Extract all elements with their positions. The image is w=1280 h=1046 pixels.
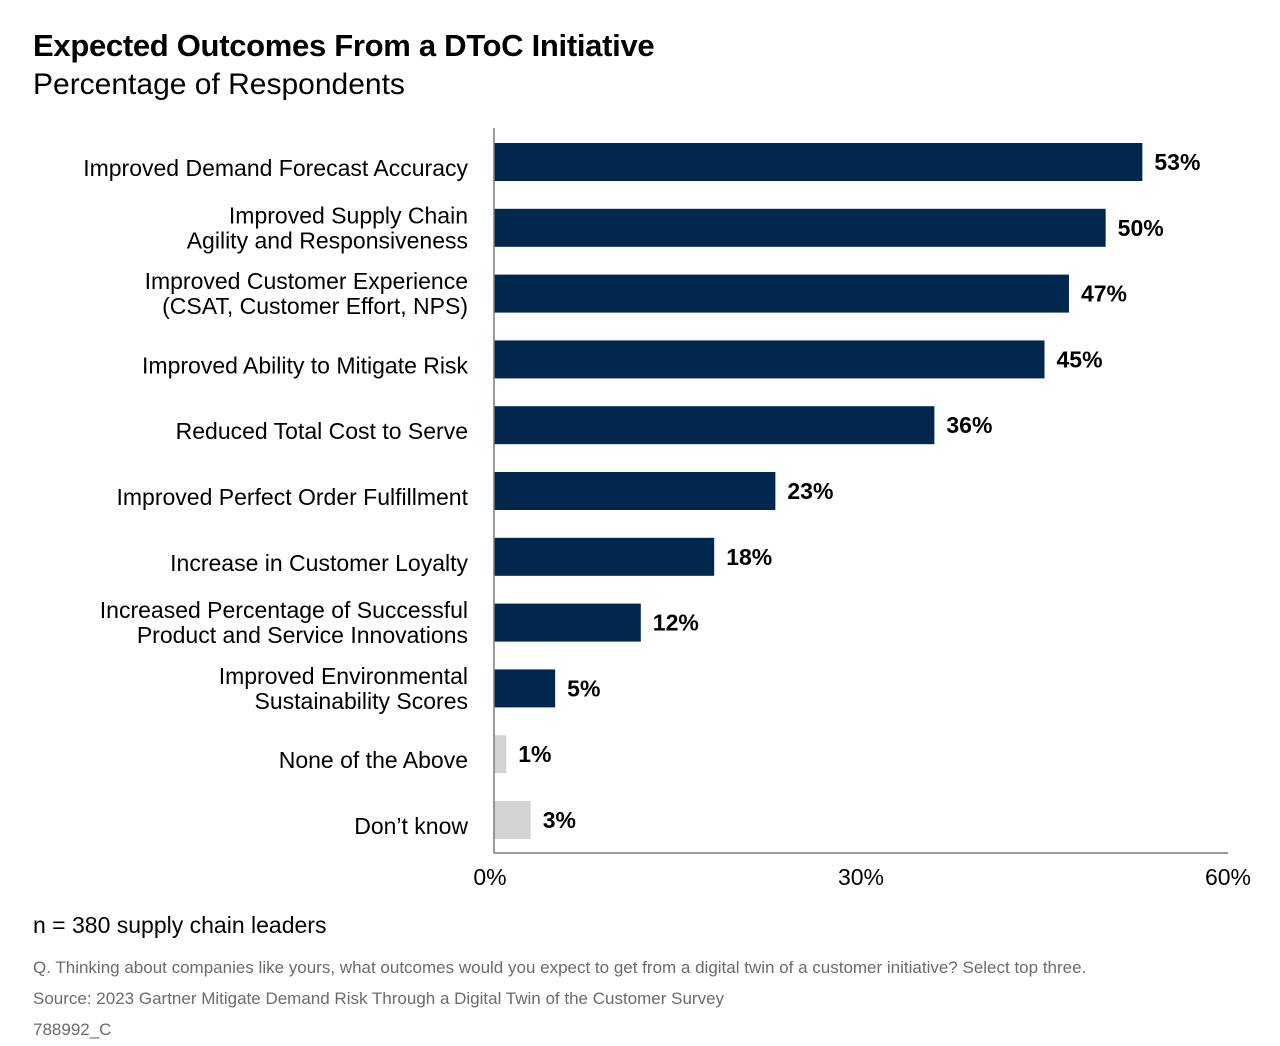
data-label: 1% (518, 741, 551, 767)
bar (494, 274, 1069, 313)
x-tick-label: 30% (838, 864, 884, 890)
category-label: (CSAT, Customer Effort, NPS) (162, 293, 468, 319)
bar (494, 472, 776, 510)
figure-id: 788992_C (33, 1020, 112, 1039)
bar (494, 735, 507, 774)
data-label: 50% (1118, 215, 1164, 241)
bar (494, 340, 1045, 379)
x-tick-label: 0% (473, 864, 506, 890)
chart-subtitle: Percentage of Respondents (33, 68, 405, 101)
sample-size-note: n = 380 supply chain leaders (33, 912, 327, 938)
data-label: 18% (726, 544, 772, 570)
bar (494, 603, 641, 642)
data-label: 45% (1057, 346, 1103, 372)
bar-chart: 53% Improved Demand Forecast Accuracy 50% I… (83, 128, 1251, 890)
data-label: 23% (787, 478, 833, 504)
category-label: Improved Demand Forecast Accuracy (83, 155, 468, 181)
category-label: Sustainability Scores (255, 688, 469, 714)
data-label: 53% (1154, 149, 1200, 175)
data-label: 36% (946, 412, 992, 438)
category-label: Don’t know (354, 813, 468, 839)
data-label: 5% (567, 675, 600, 701)
bar (494, 537, 715, 576)
category-label: Product and Service Innovations (137, 622, 468, 648)
category-label: Agility and Responsiveness (187, 227, 468, 253)
data-label: 3% (543, 807, 576, 833)
bar (494, 208, 1106, 247)
category-label: Improved Customer Experience (145, 268, 468, 294)
data-label: 47% (1081, 281, 1127, 307)
bar (494, 406, 935, 445)
chart-title: Expected Outcomes From a DToC Initiative (33, 28, 655, 63)
category-label: Improved Ability to Mitigate Risk (142, 352, 468, 378)
category-label: Improved Supply Chain (229, 202, 468, 228)
category-label: Improved Environmental (219, 663, 468, 689)
data-label: 12% (653, 610, 699, 636)
bar (494, 669, 556, 708)
category-label: Increased Percentage of Successful (100, 597, 468, 623)
bar (494, 143, 1143, 181)
category-label: Reduced Total Cost to Serve (176, 418, 468, 444)
category-label: None of the Above (279, 747, 468, 773)
source-note: Source: 2023 Gartner Mitigate Demand Ris… (33, 989, 725, 1008)
survey-question: Q. Thinking about companies like yours, … (33, 958, 1087, 977)
category-label: Increase in Customer Loyalty (170, 550, 468, 576)
x-tick-label: 60% (1205, 864, 1251, 890)
bar (494, 801, 531, 839)
category-label: Improved Perfect Order Fulfillment (116, 484, 468, 510)
